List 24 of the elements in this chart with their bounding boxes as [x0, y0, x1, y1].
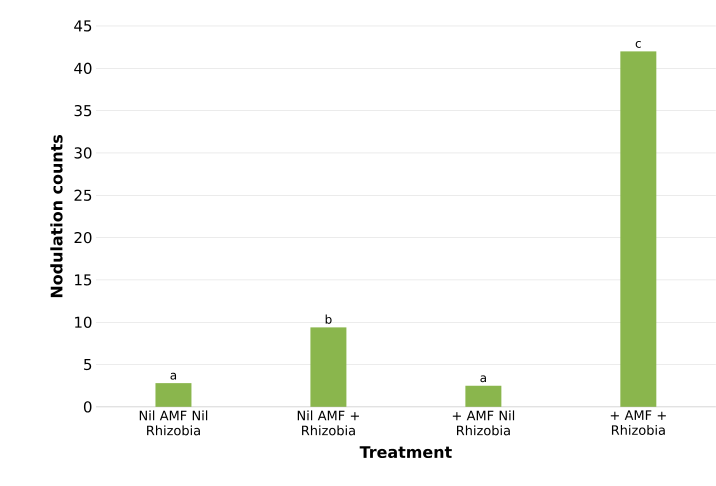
y-tick-label: 5	[84, 359, 92, 370]
y-tick-label: 25	[74, 190, 92, 201]
y-tick-label: 40	[74, 62, 92, 74]
y-tick-label: 0	[84, 401, 92, 413]
y-tick-label: 45	[74, 20, 92, 32]
y-tick-label: 35	[74, 105, 92, 116]
annotation: a	[480, 375, 486, 382]
bar	[310, 327, 346, 407]
y-tick-label: 30	[74, 147, 92, 159]
x-axis-title: Treatment	[360, 446, 452, 458]
bar	[155, 383, 192, 407]
y-tick-label: 20	[74, 232, 92, 244]
x-tick-label: + AMF + Rhizobia	[610, 410, 666, 436]
y-tick-label: 10	[75, 316, 92, 328]
bar	[620, 51, 656, 407]
annotation: a	[170, 372, 176, 380]
x-tick-label: Nil AMF Nil Rhizobia	[140, 410, 208, 436]
bar	[465, 386, 502, 407]
x-tick-label: + AMF Nil Rhizobia	[452, 410, 514, 436]
y-tick-label: 15	[75, 274, 92, 286]
x-tick-label: Nil AMF + Rhizobia	[298, 410, 359, 436]
annotation: b	[326, 314, 332, 324]
annotation: c	[636, 41, 641, 48]
y-axis-title: Nodulation counts	[50, 135, 63, 298]
